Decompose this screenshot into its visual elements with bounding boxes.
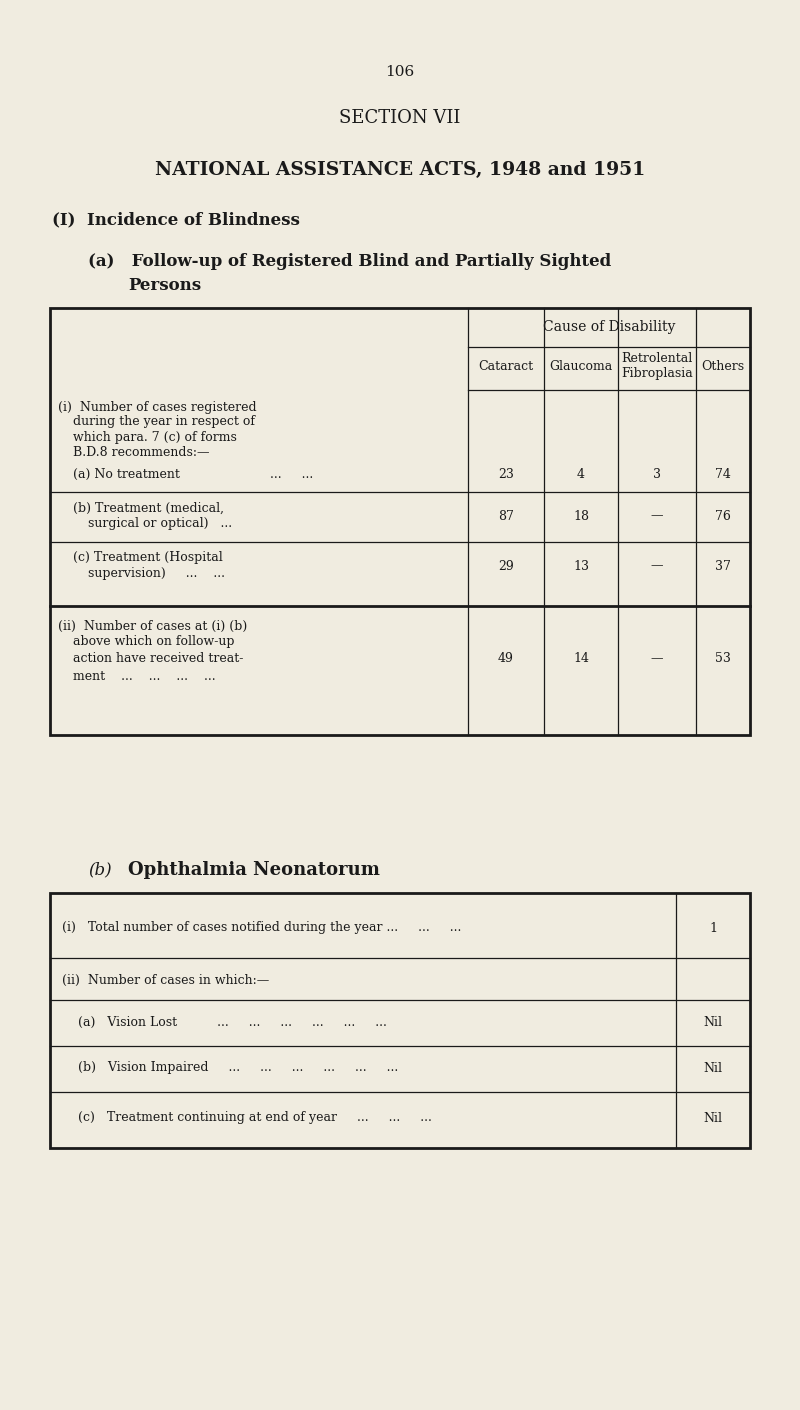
Text: during the year in respect of: during the year in respect of	[73, 416, 255, 429]
Text: Fibroplasia: Fibroplasia	[621, 368, 693, 381]
Text: (ii)  Number of cases at (i) (b): (ii) Number of cases at (i) (b)	[58, 619, 247, 633]
Text: SECTION VII: SECTION VII	[339, 109, 461, 127]
Text: —: —	[650, 509, 663, 523]
Text: 4: 4	[577, 468, 585, 481]
Text: Cataract: Cataract	[478, 360, 534, 372]
Bar	[50, 307, 750, 735]
Text: which para. 7 (c) of forms: which para. 7 (c) of forms	[73, 430, 237, 444]
Text: (a) No treatment: (a) No treatment	[73, 468, 180, 481]
Text: (c) Treatment (Hospital: (c) Treatment (Hospital	[73, 551, 222, 564]
Text: Cause of Disability: Cause of Disability	[543, 320, 675, 334]
Text: (a)   Vision Lost          ...     ...     ...     ...     ...     ...: (a) Vision Lost ... ... ... ... ... ...	[78, 1015, 387, 1028]
Text: 37: 37	[715, 560, 731, 572]
Text: —: —	[650, 653, 663, 666]
Text: 87: 87	[498, 509, 514, 523]
Text: 3: 3	[653, 468, 661, 481]
Text: 18: 18	[573, 509, 589, 523]
Text: ...     ...: ... ...	[270, 468, 314, 481]
Text: (b) Treatment (medical,: (b) Treatment (medical,	[73, 502, 224, 515]
Text: Nil: Nil	[703, 1062, 722, 1074]
Text: Retrolental: Retrolental	[622, 351, 693, 365]
Text: (I)  Incidence of Blindness: (I) Incidence of Blindness	[52, 212, 300, 228]
Text: surgical or optical)   ...: surgical or optical) ...	[88, 517, 232, 530]
Text: 23: 23	[498, 468, 514, 481]
Text: Nil: Nil	[703, 1015, 722, 1028]
Text: supervision)     ...    ...: supervision) ... ...	[88, 567, 225, 581]
Text: ment    ...    ...    ...    ...: ment ... ... ... ...	[73, 670, 216, 682]
Text: 49: 49	[498, 653, 514, 666]
Text: NATIONAL ASSISTANCE ACTS, 1948 and 1951: NATIONAL ASSISTANCE ACTS, 1948 and 1951	[155, 161, 645, 179]
Text: 53: 53	[715, 653, 731, 666]
Text: Nil: Nil	[703, 1111, 722, 1125]
Text: 13: 13	[573, 560, 589, 572]
Text: (i)   Total number of cases notified during the year ...     ...     ...: (i) Total number of cases notified durin…	[62, 922, 462, 935]
Text: 14: 14	[573, 653, 589, 666]
Text: —: —	[650, 560, 663, 572]
Text: action have received treat-: action have received treat-	[73, 651, 243, 664]
Text: Persons: Persons	[128, 276, 201, 293]
Text: (b)   Vision Impaired     ...     ...     ...     ...     ...     ...: (b) Vision Impaired ... ... ... ... ... …	[78, 1062, 398, 1074]
Text: (c)   Treatment continuing at end of year     ...     ...     ...: (c) Treatment continuing at end of year …	[78, 1111, 432, 1125]
Text: Glaucoma: Glaucoma	[550, 360, 613, 372]
Bar	[50, 893, 750, 1148]
Text: above which on follow-up: above which on follow-up	[73, 636, 234, 649]
Text: (i)  Number of cases registered: (i) Number of cases registered	[58, 400, 257, 413]
Text: (b): (b)	[88, 862, 112, 878]
Text: B.D.8 recommends:—: B.D.8 recommends:—	[73, 446, 210, 458]
Text: 76: 76	[715, 509, 731, 523]
Text: Others: Others	[702, 360, 745, 372]
Text: 29: 29	[498, 560, 514, 572]
Text: (a)   Follow-up of Registered Blind and Partially Sighted: (a) Follow-up of Registered Blind and Pa…	[88, 254, 611, 271]
Text: 106: 106	[386, 65, 414, 79]
Text: (ii)  Number of cases in which:—: (ii) Number of cases in which:—	[62, 973, 270, 987]
Text: 74: 74	[715, 468, 731, 481]
Text: Ophthalmia Neonatorum: Ophthalmia Neonatorum	[128, 862, 380, 878]
Text: 1: 1	[709, 922, 717, 935]
